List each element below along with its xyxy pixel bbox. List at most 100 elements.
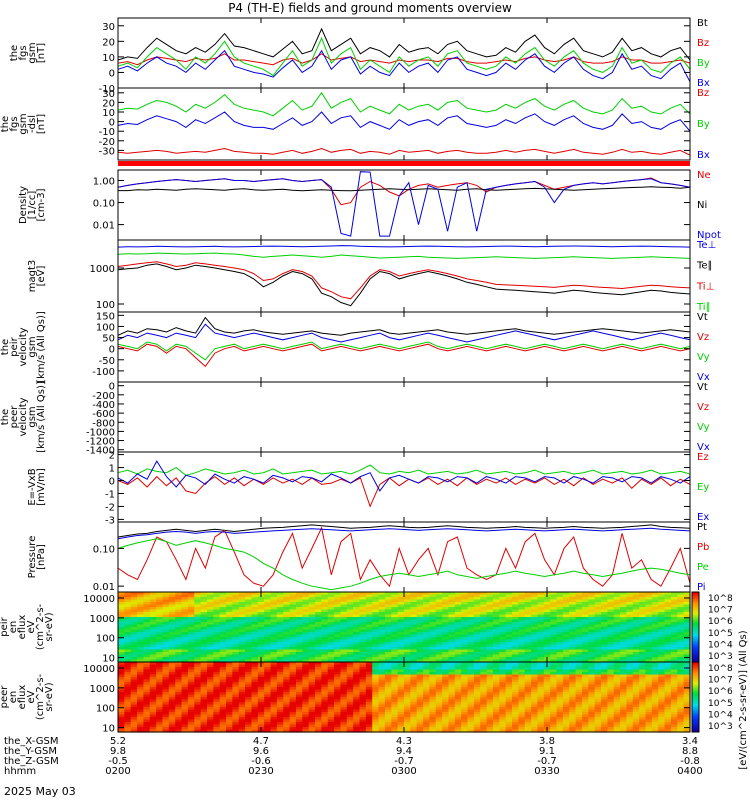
heatmap-cell — [448, 682, 456, 686]
heatmap-cell — [143, 629, 151, 633]
heatmap-cell — [556, 692, 564, 696]
heatmap-cell — [512, 699, 519, 703]
heatmap-cell — [257, 677, 265, 681]
heatmap-cell — [505, 709, 513, 713]
heatmap-cell — [353, 594, 361, 598]
heatmap-cell — [270, 697, 278, 701]
heatmap-cell — [518, 629, 526, 633]
heatmap-cell — [302, 599, 310, 603]
heatmap-cell — [315, 652, 322, 656]
heatmap-cell — [137, 652, 145, 656]
heatmap-cell — [334, 697, 342, 701]
heatmap-cell — [283, 647, 291, 651]
heatmap-cell — [175, 717, 183, 721]
heatmap-cell — [391, 634, 399, 638]
heatmap-cell — [315, 629, 322, 633]
heatmap-cell — [404, 662, 411, 666]
heatmap-cell — [334, 634, 342, 638]
heatmap-cell — [416, 624, 424, 628]
heatmap-cell — [505, 619, 513, 623]
heatmap-cell — [537, 622, 545, 626]
heatmap-cell — [226, 602, 233, 606]
heatmap-cell — [588, 614, 596, 618]
heatmap-cell — [238, 669, 246, 673]
heatmap-cell — [251, 624, 259, 628]
heatmap-cell — [162, 594, 170, 598]
heatmap-cell — [543, 652, 551, 656]
heatmap-cell — [442, 592, 450, 596]
heatmap-cell — [562, 682, 570, 686]
heatmap-cell — [315, 662, 322, 666]
heatmap-cell — [569, 652, 577, 656]
heatmap-cell — [162, 722, 170, 726]
heatmap-cell — [346, 632, 354, 636]
heatmap-cell — [492, 639, 500, 643]
heatmap-cell — [499, 727, 507, 731]
heatmap-cell — [245, 689, 253, 693]
heatmap-cell — [327, 694, 335, 698]
heatmap-cell — [524, 654, 532, 658]
heatmap-cell — [251, 679, 259, 683]
heatmap-cell — [283, 697, 291, 701]
heatmap-cell — [378, 677, 386, 681]
heatmap-cell — [461, 724, 469, 728]
heatmap-cell — [130, 662, 138, 666]
heatmap-cell — [518, 599, 526, 603]
heatmap-cell — [391, 644, 399, 648]
heatmap-cell — [594, 602, 602, 606]
heatmap-cell — [283, 622, 291, 626]
heatmap-cell — [289, 612, 297, 616]
heatmap-cell — [365, 674, 373, 678]
heatmap-cell — [213, 687, 221, 691]
heatmap-cell — [118, 657, 125, 661]
heatmap-cell — [219, 712, 227, 716]
heatmap-cell — [365, 707, 373, 711]
heatmap-cell — [295, 594, 303, 598]
heatmap-cell — [130, 704, 138, 708]
heatmap-cell — [594, 619, 602, 623]
heatmap-cell — [206, 692, 214, 696]
heatmap-cell — [168, 629, 176, 633]
heatmap-cell — [435, 729, 443, 733]
heatmap-cell — [486, 632, 494, 636]
heatmap-cell — [340, 639, 348, 643]
heatmap-cell — [276, 614, 284, 618]
heatmap-cell — [149, 647, 157, 651]
heatmap-cell — [550, 629, 558, 633]
heatmap-cell — [461, 664, 469, 668]
heatmap-cell — [467, 717, 475, 721]
heatmap-cell — [569, 614, 577, 618]
heatmap-cell — [162, 692, 170, 696]
heatmap-cell — [384, 604, 392, 608]
heatmap-cell — [143, 627, 151, 631]
heatmap-cell — [486, 677, 494, 681]
heatmap-cell — [594, 629, 602, 633]
heatmap-cell — [187, 644, 195, 648]
heatmap-cell — [569, 719, 577, 723]
heatmap-cell — [632, 644, 640, 648]
heatmap-cell — [162, 652, 170, 656]
heatmap-cell — [289, 592, 297, 596]
heatmap-cell — [473, 624, 481, 628]
heatmap-cell — [537, 699, 545, 703]
heatmap-cell — [480, 662, 488, 666]
heatmap-cell — [295, 599, 303, 603]
heatmap-cell — [410, 679, 418, 683]
heatmap-cell — [448, 679, 456, 683]
heatmap-cell — [289, 714, 297, 718]
heatmap-cell — [575, 667, 583, 671]
heatmap-cell — [499, 634, 507, 638]
heatmap-cell — [302, 604, 310, 608]
heatmap-cell — [556, 622, 564, 626]
heatmap-cell — [295, 654, 303, 658]
heatmap-cell — [264, 592, 272, 596]
heatmap-cell — [461, 652, 469, 656]
heatmap-cell — [245, 687, 253, 691]
heatmap-cell — [384, 727, 392, 731]
heatmap-cell — [270, 654, 278, 658]
heatmap-cell — [537, 709, 545, 713]
heatmap-cell — [683, 592, 691, 596]
heatmap-cell — [588, 694, 596, 698]
heatmap-cell — [143, 689, 151, 693]
heatmap-cell — [620, 617, 628, 621]
